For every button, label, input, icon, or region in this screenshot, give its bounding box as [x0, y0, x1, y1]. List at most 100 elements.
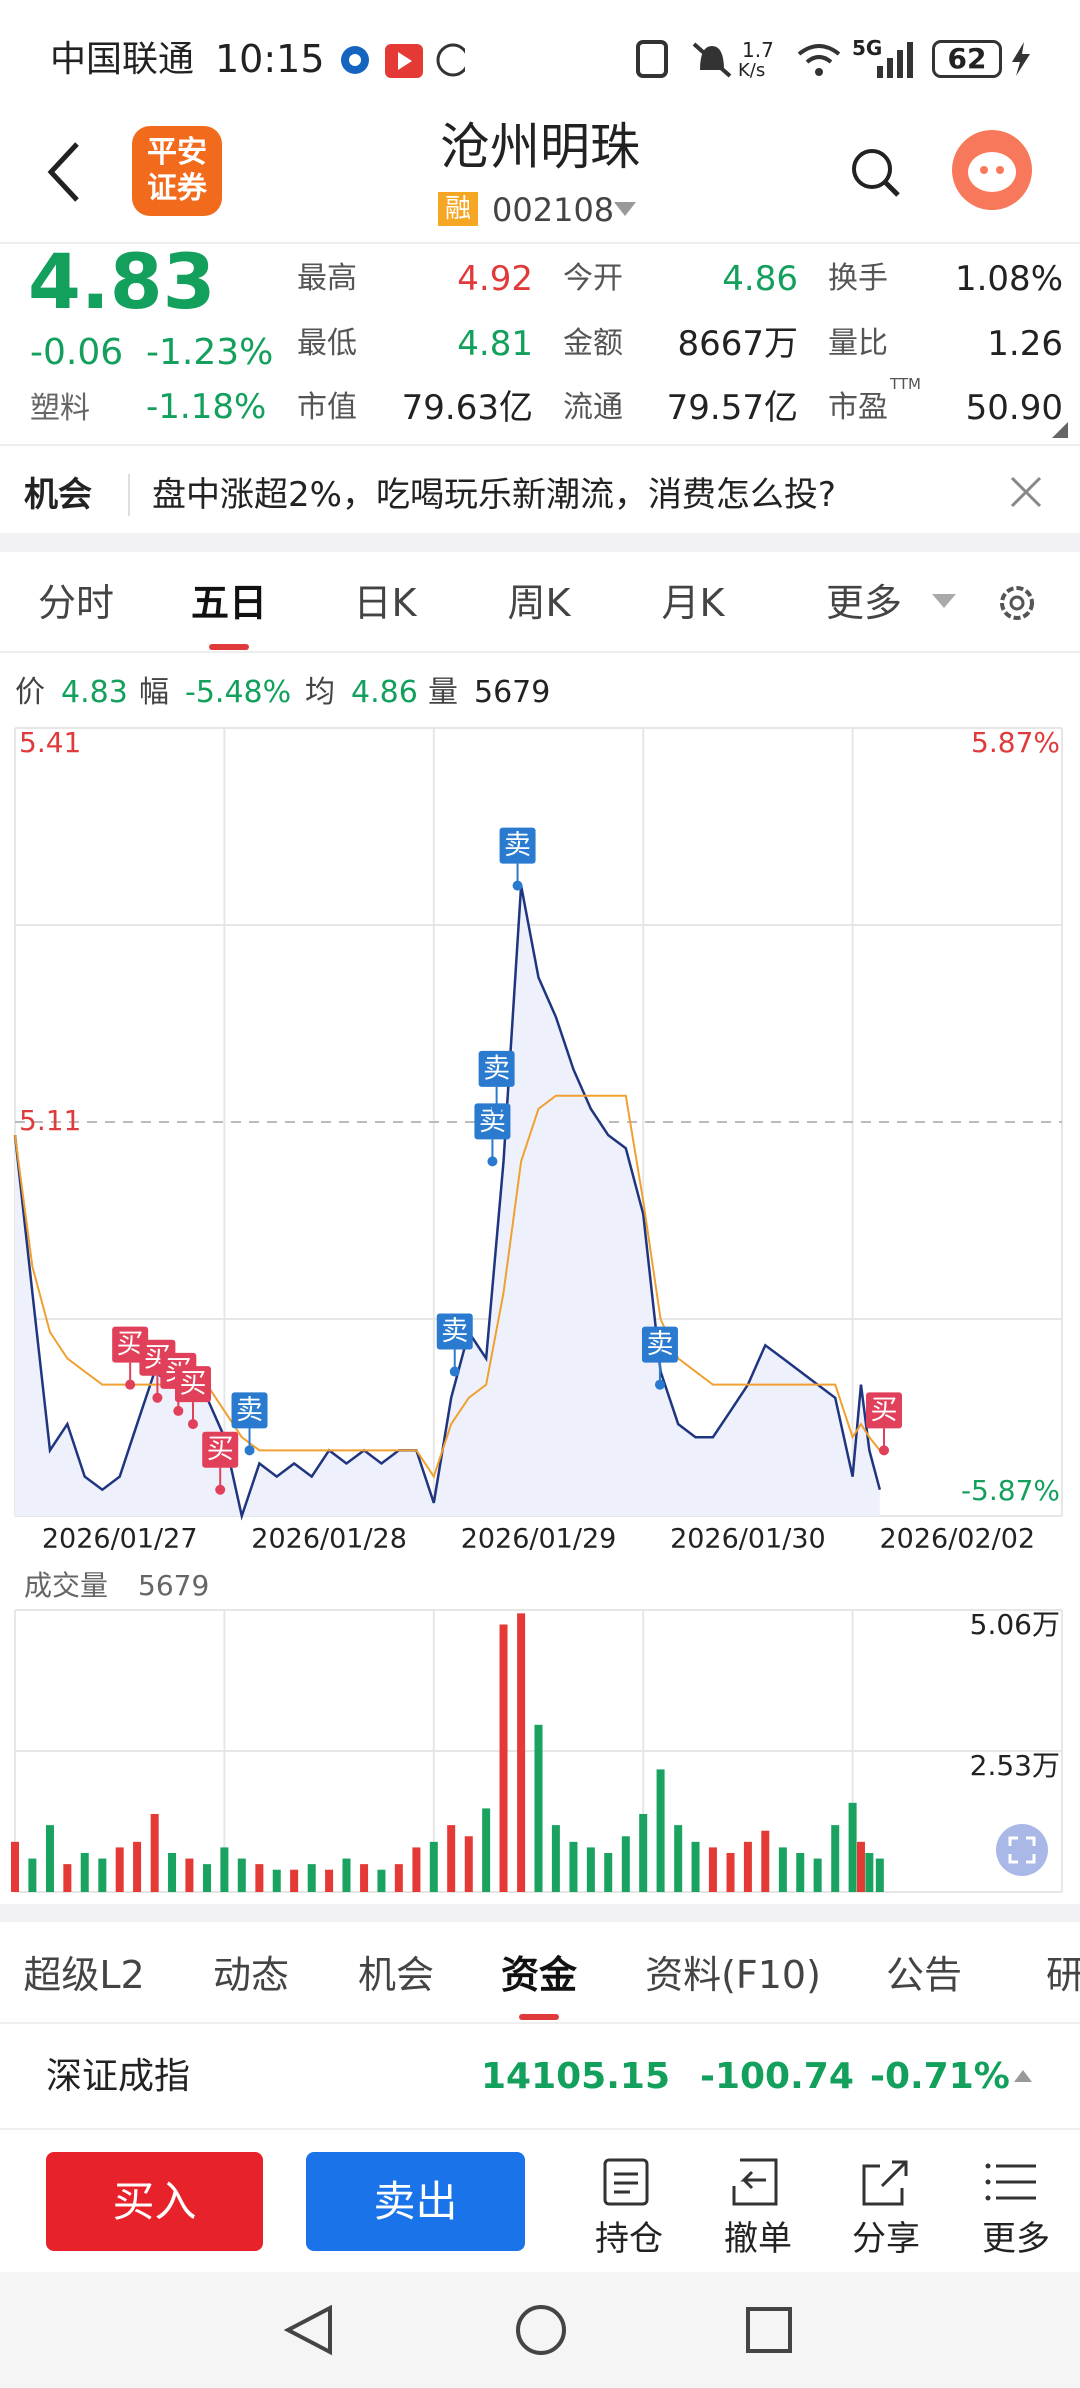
marker-box: [474, 1103, 511, 1140]
chart: 4.815.115.415.87%-5.87%2026/01/272026/01…: [11, 726, 1063, 1893]
assistant-avatar[interactable]: [950, 128, 1034, 212]
info-value: -5.48%: [185, 675, 292, 710]
volume-title: 成交量: [24, 1569, 108, 1602]
y2-tick-label: -5.87%: [961, 1474, 1060, 1507]
index-value: 14105.15: [480, 2056, 670, 2097]
stat-label: 流通: [563, 390, 623, 425]
info-tab[interactable]: 研: [1045, 1953, 1080, 1997]
marker-box: [231, 1392, 268, 1429]
info-tab[interactable]: 超级L2: [23, 1953, 145, 1997]
marker-dot: [244, 1445, 255, 1456]
banner-text[interactable]: 盘中涨超2%，吃喝玩乐新潮流，消费怎么投?: [152, 475, 836, 515]
y-tick-label: 5.41: [19, 726, 81, 759]
last-price: 4.83: [28, 237, 216, 326]
volume-bar: [621, 1836, 630, 1892]
broker-text: 平安: [147, 135, 207, 170]
more-dropdown[interactable]: [930, 592, 958, 612]
index-name[interactable]: 深证成指: [46, 2056, 191, 2097]
stat-label: 量比: [828, 326, 888, 361]
marker-dot: [879, 1445, 890, 1456]
stat-value: 4.81: [457, 324, 533, 364]
nav-bar: [283, 2304, 792, 2356]
info-tab[interactable]: 公告: [885, 1953, 962, 1997]
expand-corner[interactable]: [1050, 420, 1070, 440]
carrier: 中国联通: [50, 39, 195, 80]
volume-bar: [377, 1869, 386, 1892]
volume-bar: [272, 1869, 281, 1892]
volume-bar: [220, 1847, 229, 1892]
marker-dot: [125, 1379, 136, 1390]
marker-label: 买: [179, 1369, 206, 1400]
info-tab[interactable]: 资金: [500, 1953, 577, 1997]
index-expand[interactable]: [1012, 2068, 1034, 2084]
tab-underline: [209, 644, 249, 650]
stat-label: 今开: [563, 261, 623, 296]
search-button[interactable]: [848, 145, 904, 201]
marker-dot: [152, 1392, 163, 1403]
code-dropdown[interactable]: [612, 200, 638, 218]
x-tick-label: 2026/01/30: [670, 1524, 826, 1555]
broker-logo: 平安 证券: [132, 126, 222, 216]
chart-tab[interactable]: 日K: [353, 581, 417, 625]
status-icons-right: [636, 40, 732, 78]
volume-bar: [848, 1802, 857, 1892]
volume-bar: [447, 1825, 456, 1892]
banner-divider: [128, 474, 130, 516]
volume-bar: [517, 1613, 526, 1892]
volume-bar: [551, 1825, 560, 1892]
info-value: 4.86: [351, 675, 418, 710]
info-tab[interactable]: 机会: [357, 1953, 434, 1997]
sector-change: -1.18%: [146, 387, 267, 427]
volume-bar: [80, 1852, 89, 1892]
price-change-pct: -1.23%: [146, 332, 274, 373]
x-tick-label: 2026/01/29: [461, 1524, 617, 1555]
chart-tab[interactable]: 月K: [661, 581, 725, 625]
volume-bar: [482, 1808, 491, 1892]
marker-label: 卖: [441, 1316, 468, 1347]
y-tick-label: 5.11: [19, 1104, 81, 1137]
info-value: 5679: [474, 675, 551, 710]
volume-bar: [691, 1841, 700, 1892]
action-label[interactable]: 持仓: [595, 2219, 663, 2259]
volume-bar: [168, 1852, 177, 1892]
info-tab[interactable]: 动态: [212, 1953, 289, 1997]
settings-button[interactable]: [994, 580, 1040, 626]
volume-bar: [499, 1624, 508, 1892]
fullscreen-button[interactable]: [996, 1824, 1048, 1876]
price-change: -0.06: [30, 332, 124, 373]
chart-tab[interactable]: 周K: [507, 581, 571, 625]
net-speed: 1.7: [742, 38, 774, 62]
volume-bar: [394, 1864, 403, 1892]
volume-bar: [831, 1825, 840, 1892]
battery: 62: [932, 40, 1002, 78]
action-label[interactable]: 分享: [852, 2219, 920, 2259]
sell-button[interactable]: 卖出: [306, 2152, 525, 2251]
volume-bar: [604, 1852, 613, 1892]
chart-tab[interactable]: 五日: [190, 581, 267, 625]
volume-bar: [656, 1769, 665, 1892]
network: 5G: [852, 36, 883, 60]
action-label[interactable]: 更多: [982, 2219, 1050, 2259]
info-tab[interactable]: 资料(F10): [645, 1953, 821, 1997]
buy-button[interactable]: 买入: [46, 2152, 263, 2251]
banner-close[interactable]: [1008, 474, 1044, 510]
volume-bar: [761, 1830, 770, 1892]
marker-dot: [173, 1405, 184, 1416]
x-tick-label: 2026/01/27: [42, 1524, 198, 1555]
marker-label: 卖: [646, 1329, 673, 1360]
chart-tab[interactable]: 更多: [825, 581, 902, 625]
y-tick-label: 2.53万: [970, 1749, 1060, 1782]
x-tick-label: 2026/01/28: [251, 1524, 407, 1555]
back-button[interactable]: [45, 140, 85, 204]
info-label: 价: [15, 675, 45, 710]
action-label[interactable]: 撤单: [724, 2219, 792, 2259]
marker-dot: [187, 1419, 198, 1430]
volume-bar: [856, 1841, 865, 1892]
volume-bar: [429, 1841, 438, 1892]
volume-bar: [115, 1847, 124, 1892]
stock-title: 沧州明珠: [440, 118, 640, 176]
volume-bar: [796, 1852, 805, 1892]
marker-dot: [491, 1103, 502, 1114]
volume-bar: [133, 1841, 142, 1892]
chart-tab[interactable]: 分时: [37, 581, 114, 625]
